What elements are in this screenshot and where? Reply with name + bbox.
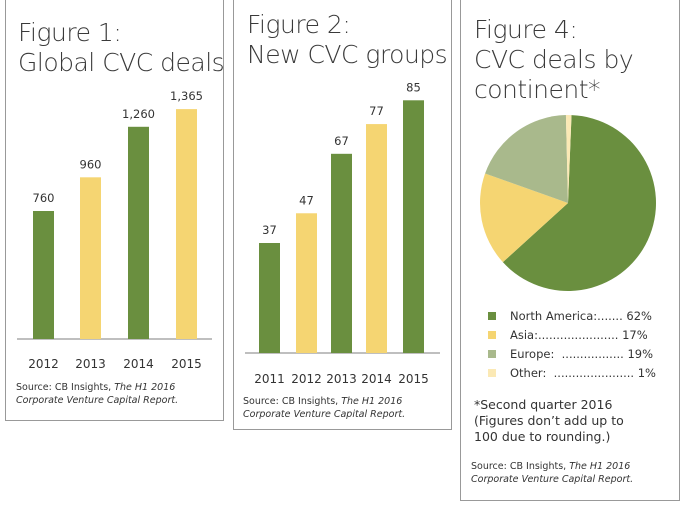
x-tick-2013: 2013 [326, 372, 357, 386]
x-tick-2012: 2012 [291, 372, 322, 386]
legend-north-america: North America: ....... 62% [488, 309, 652, 323]
figure-1-source: Source: CB Insights, The H1 2016 Corporat… [16, 382, 179, 406]
x-tick-2014: 2014 [123, 357, 154, 371]
legend-swatch [488, 312, 496, 320]
data-label-2014: 1,260 [122, 107, 155, 121]
legend-asia: Asia:...................... 17% [488, 328, 648, 342]
bar-2014 [128, 126, 149, 339]
x-tick-2011: 2011 [254, 372, 285, 386]
data-label-2011: 37 [262, 223, 277, 237]
figure-4-title: Figure 4: CVC deals by continent* [474, 15, 634, 104]
legend-swatch [488, 369, 496, 377]
legend-other: Other: ...................... 1% [488, 366, 656, 380]
figure-4-source: Source: CB Insights, The H1 2016 Corporat… [471, 461, 634, 485]
x-tick-2013: 2013 [75, 357, 106, 371]
bar-2011 [259, 243, 280, 353]
figure-4-note: *Second quarter 2016 (Figures don’t add u… [474, 397, 624, 444]
legend-europe: Europe: ................. 19% [488, 347, 653, 361]
bar-2013 [80, 177, 101, 339]
data-label-2014: 77 [369, 104, 384, 118]
bar-2012 [33, 211, 54, 339]
pie-slice-europe [485, 115, 568, 203]
data-label-2015: 85 [406, 80, 421, 94]
x-tick-2012: 2012 [28, 357, 59, 371]
figure-2-title: Figure 2: New CVC groups [247, 10, 448, 69]
data-label-2013: 960 [80, 157, 102, 171]
pie-slice-asia [479, 173, 568, 263]
pie-slice-northamerica [502, 115, 656, 291]
x-tick-2015: 2015 [171, 357, 202, 371]
data-label-2012: 47 [299, 193, 314, 207]
data-label-2013: 67 [334, 134, 349, 148]
bar-2013 [331, 153, 352, 353]
figure-2-source: Source: CB Insights, The H1 2016 Corporat… [243, 396, 406, 420]
bar-2012 [296, 213, 317, 353]
legend-swatch [488, 331, 496, 339]
bar-2015 [403, 100, 424, 353]
x-tick-2014: 2014 [361, 372, 392, 386]
figure-1-title: Figure 1: Global CVC deals [18, 18, 225, 77]
legend-swatch [488, 350, 496, 358]
bar-2014 [366, 124, 387, 353]
data-label-2012: 760 [33, 191, 55, 205]
data-label-2015: 1,365 [170, 89, 203, 103]
pie-slice-other [565, 115, 572, 203]
x-tick-2015: 2015 [398, 372, 429, 386]
bar-2015 [176, 109, 197, 340]
